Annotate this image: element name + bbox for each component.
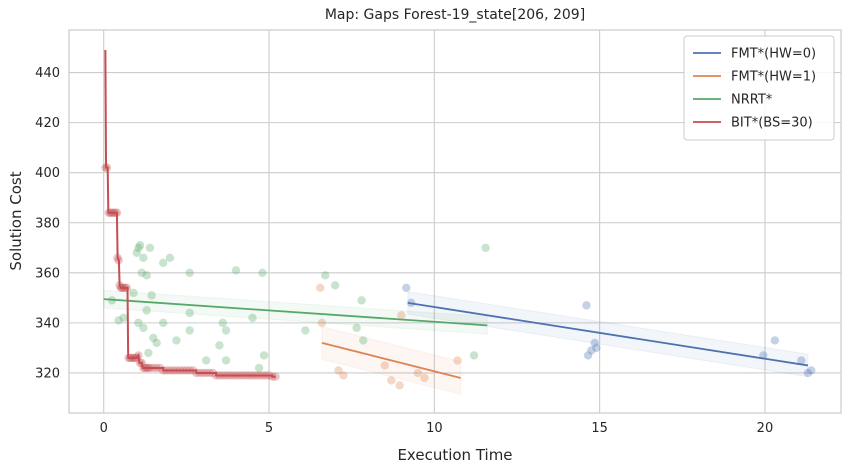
- data-point: [469, 351, 479, 360]
- data-point: [797, 356, 806, 365]
- legend-label: FMT*(HW=1): [731, 70, 816, 85]
- data-point: [352, 323, 361, 333]
- trend-line: [407, 301, 809, 367]
- data-point: [152, 338, 161, 348]
- y-tick-labels: 320 340 360 380 400 420 440: [35, 66, 60, 381]
- data-point: [248, 313, 257, 323]
- trend-line: [103, 298, 488, 327]
- data-point: [215, 341, 224, 350]
- data-point: [165, 253, 175, 262]
- data-point: [420, 373, 429, 383]
- data-point: [172, 336, 181, 345]
- data-point: [159, 258, 168, 268]
- y-tick-label: 380: [35, 216, 60, 231]
- x-tick-labels: 0 5 10 15 20: [100, 421, 774, 436]
- legend: FMT*(HW=0) FMT*(HW=1) NRRT* BIT*(BS=30): [683, 35, 835, 141]
- data-point: [258, 268, 267, 278]
- data-point: [339, 371, 348, 380]
- y-tick-label: 360: [35, 266, 60, 281]
- x-axis-label: Execution Time: [397, 446, 512, 464]
- data-point: [413, 368, 423, 378]
- data-point: [592, 343, 601, 353]
- data-point: [254, 363, 264, 373]
- data-point: [145, 243, 155, 252]
- data-point: [134, 243, 143, 252]
- data-point: [259, 351, 269, 360]
- x-tick-label: 5: [265, 421, 273, 436]
- legend-label: NRRT*: [731, 93, 773, 108]
- y-tick-label: 420: [35, 116, 60, 131]
- data-point: [129, 288, 138, 298]
- data-point: [321, 271, 330, 280]
- data-point: [301, 326, 310, 335]
- data-point: [481, 243, 490, 252]
- y-tick-label: 400: [35, 166, 60, 181]
- data-point: [330, 281, 340, 290]
- data-point: [142, 271, 151, 280]
- data-point: [221, 356, 231, 365]
- legend-label: BIT*(BS=30): [731, 116, 813, 131]
- data-point: [142, 306, 151, 315]
- x-tick-label: 0: [100, 421, 108, 436]
- y-tick-label: 340: [35, 316, 60, 331]
- data-point: [134, 318, 143, 328]
- data-point: [185, 326, 194, 335]
- plot-frame: [68, 29, 842, 414]
- data-point: [221, 326, 231, 335]
- data-point: [202, 356, 211, 365]
- data-point: [139, 253, 148, 262]
- data-point: [135, 241, 145, 250]
- y-axis-label: Solution Cost: [7, 171, 25, 270]
- x-tick-label: 15: [591, 421, 608, 436]
- data-point: [380, 361, 389, 370]
- data-point: [185, 268, 194, 278]
- legend-label: FMT*(HW=0): [731, 47, 816, 62]
- data-point: [137, 268, 146, 278]
- data-point: [231, 266, 241, 275]
- data-point: [590, 338, 599, 348]
- data-point: [582, 301, 591, 310]
- data-point: [334, 366, 343, 375]
- data-point: [807, 366, 816, 375]
- data-point: [139, 323, 148, 333]
- y-tick-label: 440: [35, 66, 60, 81]
- data-point: [387, 376, 396, 385]
- x-tick-label: 20: [757, 421, 774, 436]
- data-point: [357, 296, 366, 305]
- data-point: [218, 318, 227, 328]
- data-point: [185, 308, 194, 318]
- data-point: [397, 311, 406, 320]
- chart-title: Map: Gaps Forest-19_state[206, 209]: [325, 7, 585, 23]
- data-point: [587, 346, 596, 355]
- data-point: [149, 333, 158, 343]
- data-point: [359, 336, 368, 345]
- data-point: [147, 291, 156, 300]
- legend-box: [683, 35, 835, 141]
- data-point: [114, 316, 123, 325]
- step-line: [104, 50, 276, 378]
- series-lines: [103, 50, 809, 379]
- data-point: [144, 348, 153, 358]
- data-point: [770, 336, 780, 345]
- x-tick-label: 10: [426, 421, 443, 436]
- y-tick-label: 320: [35, 366, 60, 381]
- data-point: [395, 381, 404, 390]
- data-point: [803, 368, 813, 378]
- data-point: [453, 356, 462, 365]
- data-point: [402, 283, 411, 293]
- data-point: [132, 248, 141, 257]
- trend-line: [321, 342, 462, 379]
- data-point: [583, 351, 593, 360]
- data-point: [119, 313, 128, 323]
- data-point: [317, 318, 327, 328]
- data-point: [316, 283, 325, 293]
- data-point: [159, 318, 168, 328]
